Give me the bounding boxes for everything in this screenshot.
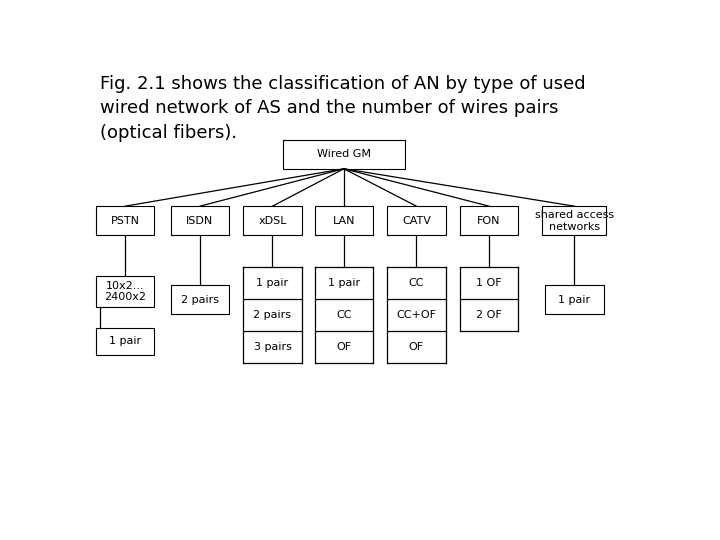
FancyBboxPatch shape [171, 206, 229, 235]
FancyBboxPatch shape [545, 285, 603, 314]
Text: shared access
networks: shared access networks [535, 210, 614, 232]
FancyBboxPatch shape [96, 328, 155, 355]
Text: CC+OF: CC+OF [397, 310, 436, 320]
FancyBboxPatch shape [171, 285, 229, 314]
Text: CC: CC [409, 278, 424, 288]
FancyBboxPatch shape [96, 206, 155, 235]
Text: 2 OF: 2 OF [476, 310, 502, 320]
Text: 3 pairs: 3 pairs [253, 342, 292, 352]
Text: 1 OF: 1 OF [476, 278, 502, 288]
Text: OF: OF [336, 342, 351, 352]
Text: 1 pair: 1 pair [109, 336, 141, 346]
Text: CC: CC [336, 310, 351, 320]
Text: 1 pair: 1 pair [328, 278, 360, 288]
FancyBboxPatch shape [243, 206, 302, 235]
FancyBboxPatch shape [96, 276, 155, 307]
Text: Wired GM: Wired GM [317, 149, 371, 159]
Text: 1 pair: 1 pair [256, 278, 289, 288]
Text: 10x2...
2400x2: 10x2... 2400x2 [104, 281, 146, 302]
Text: xDSL: xDSL [258, 215, 287, 226]
Text: PSTN: PSTN [111, 215, 140, 226]
Text: ISDN: ISDN [186, 215, 214, 226]
FancyBboxPatch shape [459, 206, 518, 235]
Text: 1 pair: 1 pair [558, 295, 590, 305]
Text: 2 pairs: 2 pairs [181, 295, 219, 305]
FancyBboxPatch shape [315, 206, 373, 235]
Text: LAN: LAN [333, 215, 355, 226]
Text: Fig. 2.1 shows the classification of AN by type of used
wired network of AS and : Fig. 2.1 shows the classification of AN … [100, 75, 585, 142]
Text: FON: FON [477, 215, 500, 226]
Text: CATV: CATV [402, 215, 431, 226]
FancyBboxPatch shape [387, 206, 446, 235]
FancyBboxPatch shape [282, 140, 405, 168]
FancyBboxPatch shape [542, 206, 606, 235]
Text: 2 pairs: 2 pairs [253, 310, 292, 320]
Text: OF: OF [409, 342, 424, 352]
